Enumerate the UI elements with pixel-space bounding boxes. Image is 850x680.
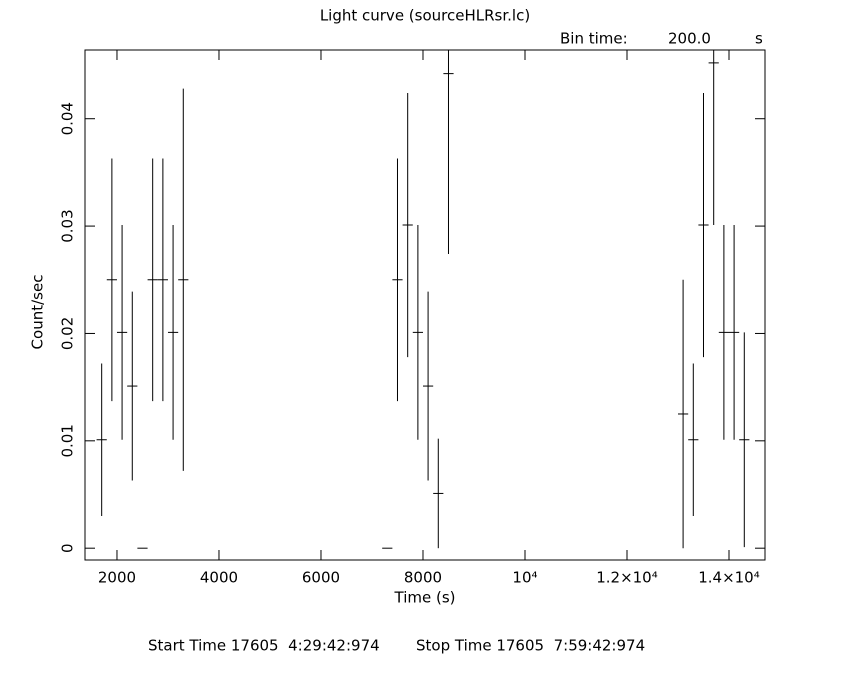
y-tick-label: 0.02	[59, 317, 77, 350]
chart-title: Light curve (sourceHLRsr.lc)	[320, 7, 530, 25]
y-axis-label: Count/sec	[29, 275, 47, 350]
x-axis-label: Time (s)	[394, 589, 456, 607]
x-tick-label: 6000	[302, 569, 340, 587]
x-tick-label: 2000	[98, 569, 136, 587]
y-tick-label: 0.04	[59, 102, 77, 135]
x-tick-label: 8000	[404, 569, 442, 587]
y-tick-label: 0	[59, 543, 77, 553]
x-tick-label: 1.2×10⁴	[596, 569, 658, 587]
x-tick-label: 10⁴	[512, 569, 537, 587]
stop-time: Stop Time 17605 7:59:42:974	[416, 637, 645, 655]
bin-time-unit: s	[755, 30, 763, 48]
x-tick-label: 1.4×10⁴	[698, 569, 760, 587]
x-tick-label: 4000	[200, 569, 238, 587]
plot-marks	[96, 50, 750, 549]
bin-time: 200.0	[668, 30, 711, 48]
start-time: Start Time 17605 4:29:42:974	[148, 637, 380, 655]
plot-frame	[84, 49, 766, 561]
y-tick-label: 0.03	[59, 209, 77, 242]
y-tick-label: 0.01	[59, 424, 77, 457]
bin-time-label: Bin time:	[560, 30, 628, 48]
